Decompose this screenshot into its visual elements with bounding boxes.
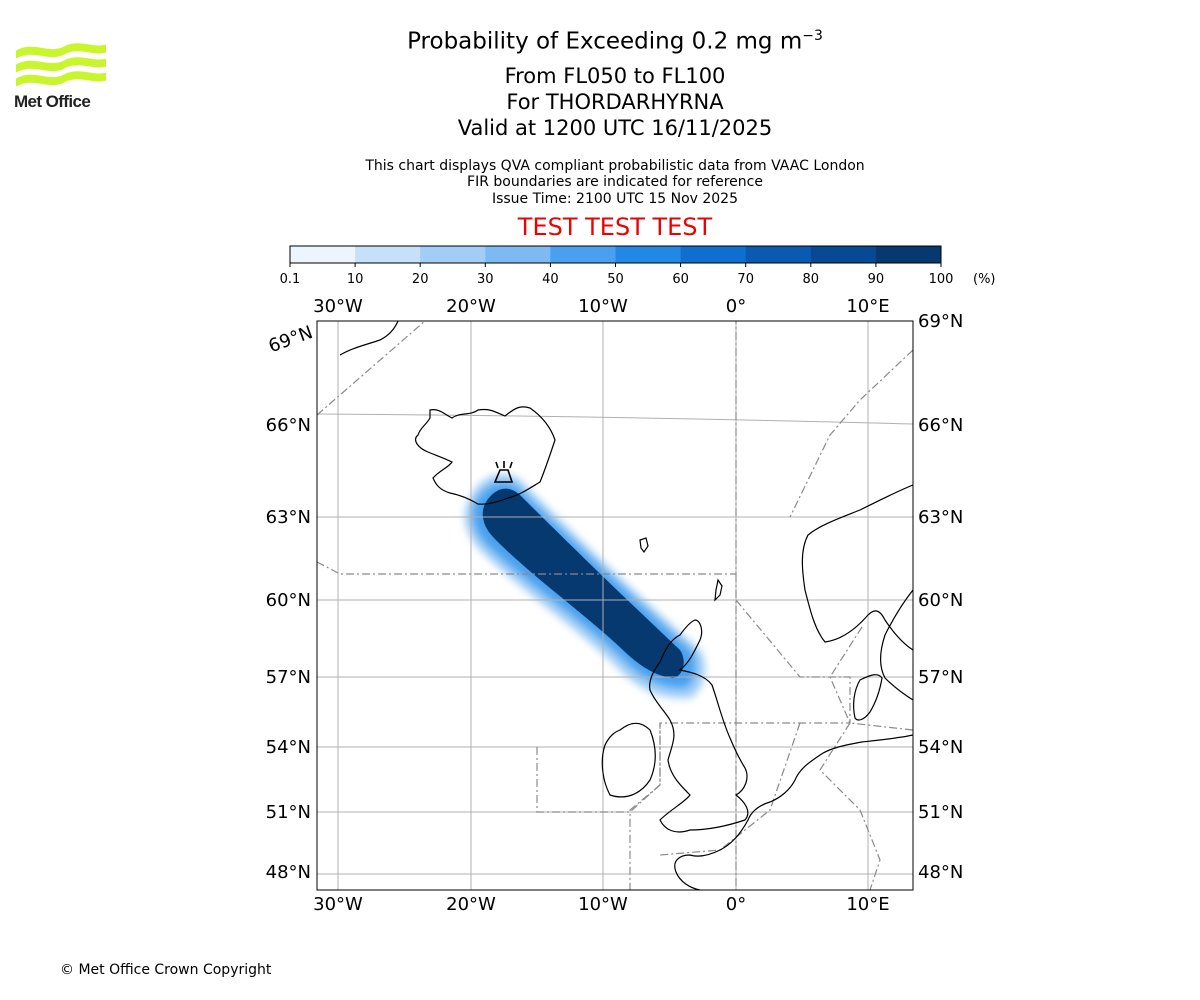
colorbar-cell: [290, 246, 356, 263]
colorbar-tick-label: 90: [868, 272, 885, 287]
lat-label-right-54n: 54°N: [918, 737, 963, 758]
lat-label-left-60n: 60°N: [266, 590, 311, 611]
coastlines: [339, 321, 913, 890]
chart-title: Probability of Exceeding 0.2 mg m−3: [407, 28, 823, 55]
lon-label-bottom-10e: 10°E: [846, 894, 889, 915]
colorbar-cell: [615, 246, 682, 263]
lon-label-top-30w: 30°W: [313, 296, 363, 317]
lon-label-bottom-0: 0°: [726, 894, 746, 915]
colorbar-tick-label: 50: [607, 272, 624, 287]
colorbar-tick-label: 80: [803, 272, 820, 287]
colorbar-tick-label: 10: [347, 272, 364, 287]
ash-probability-map: 30°W 20°W 10°W 0° 10°E 30°W 20°W 10°W 0°…: [266, 296, 964, 915]
lon-label-bottom-30w: 30°W: [313, 894, 363, 915]
lat-label-right-60n: 60°N: [918, 590, 963, 611]
volcano-name: For THORDARHYRNA: [506, 90, 724, 114]
lat-label-left-51n: 51°N: [266, 802, 311, 823]
lat-label-right-63n: 63°N: [918, 507, 963, 528]
lon-label-bottom-10w: 10°W: [578, 894, 628, 915]
probability-colorbar: 0.1 10 20 30 40 50 60 70 80 90 100 (%): [280, 245, 996, 287]
colorbar-tick-label: 40: [542, 272, 559, 287]
met-office-logo-icon: [16, 43, 106, 87]
test-banner: TEST TEST TEST: [517, 213, 713, 241]
lon-label-top-20w: 20°W: [446, 296, 496, 317]
colorbar-cell: [420, 246, 486, 263]
lat-label-left-48n: 48°N: [266, 862, 311, 883]
colorbar-tick-label: 60: [672, 272, 689, 287]
lat-label-right-69n: 69°N: [918, 311, 963, 332]
issue-time: Issue Time: 2100 UTC 15 Nov 2025: [491, 191, 739, 207]
colorbar-tick-label: 30: [477, 272, 494, 287]
info-line-1: This chart displays QVA compliant probab…: [365, 158, 865, 174]
lat-label-right-48n: 48°N: [918, 862, 963, 883]
colorbar-cell: [680, 246, 747, 263]
colorbar-tick-label: 70: [737, 272, 754, 287]
colorbar-unit: (%): [973, 272, 996, 287]
lat-label-left-66n: 66°N: [266, 415, 311, 436]
valid-time: Valid at 1200 UTC 16/11/2025: [457, 116, 773, 140]
volcano-marker-icon: [493, 461, 514, 483]
colorbar-cell: [810, 246, 877, 263]
copyright-notice: © Met Office Crown Copyright: [60, 962, 272, 978]
lon-label-top-10w: 10°W: [578, 296, 628, 317]
lat-label-right-57n: 57°N: [918, 667, 963, 688]
colorbar-cell: [745, 246, 812, 263]
met-office-logo-text: Met Office: [14, 92, 91, 111]
flight-level-range: From FL050 to FL100: [504, 64, 726, 88]
lon-label-top-0: 0°: [726, 296, 746, 317]
ash-plume: [464, 474, 706, 699]
colorbar-cell: [550, 246, 616, 263]
colorbar-cell: [355, 246, 421, 263]
lat-label-left-54n: 54°N: [266, 737, 311, 758]
lat-label-right-66n: 66°N: [918, 415, 963, 436]
colorbar-tick-label: 0.1: [280, 272, 301, 287]
colorbar-tick-label: 20: [412, 272, 429, 287]
info-line-2: FIR boundaries are indicated for referen…: [467, 174, 763, 190]
colorbar-tick-label: 100: [929, 272, 954, 287]
lat-label-left-69n: 69°N: [266, 322, 316, 357]
lat-label-left-63n: 63°N: [266, 507, 311, 528]
colorbar-cell: [485, 246, 551, 263]
lon-label-bottom-20w: 20°W: [446, 894, 496, 915]
lon-label-top-10e: 10°E: [846, 296, 889, 317]
colorbar-cell: [875, 246, 942, 263]
lat-label-left-57n: 57°N: [266, 667, 311, 688]
lat-label-right-51n: 51°N: [918, 802, 963, 823]
